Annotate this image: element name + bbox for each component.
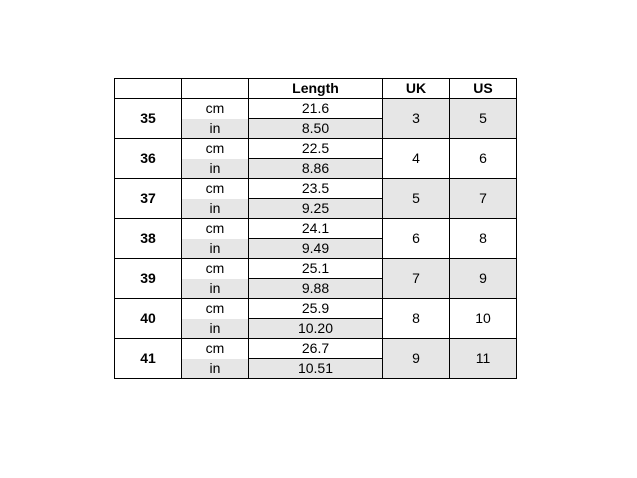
header-unit <box>181 78 249 99</box>
length-cm: 22.5 <box>248 138 383 159</box>
length-in: 10.51 <box>248 358 383 379</box>
unit-in: in <box>181 158 249 179</box>
table-row: 41 cm 26.7 9 11 <box>114 338 517 379</box>
header-size <box>114 78 182 99</box>
us-size: 7 <box>449 178 517 219</box>
us-size: 8 <box>449 218 517 259</box>
table-row: in 8.50 <box>115 118 517 139</box>
eu-size: 35 <box>114 98 182 139</box>
eu-size: 37 <box>114 178 182 219</box>
length-in: 9.25 <box>248 198 383 219</box>
eu-size: 41 <box>114 338 182 379</box>
table-row: 39 cm 25.1 7 9 <box>114 258 517 299</box>
eu-size: 40 <box>114 298 182 339</box>
unit-in: in <box>181 278 249 299</box>
us-size: 9 <box>449 258 517 299</box>
table-row: in 8.86 <box>115 158 517 179</box>
unit-in: in <box>181 358 249 379</box>
us-size: 10 <box>449 298 517 339</box>
unit-in: in <box>181 238 249 259</box>
us-size: 5 <box>449 98 517 139</box>
unit-cm: cm <box>181 338 249 359</box>
length-in: 8.50 <box>248 118 383 139</box>
header-uk: UK <box>382 78 450 99</box>
table-row: in 10.51 <box>115 358 517 379</box>
length-cm: 26.7 <box>248 338 383 359</box>
unit-cm: cm <box>181 98 249 119</box>
uk-size: 9 <box>382 338 450 379</box>
table-row: 37 cm 23.5 5 7 <box>114 178 517 219</box>
table-row: 38 cm 24.1 6 8 <box>114 218 517 259</box>
header-length: Length <box>248 78 383 99</box>
unit-cm: cm <box>181 178 249 199</box>
unit-cm: cm <box>181 138 249 159</box>
table-row: in 9.88 <box>115 278 517 299</box>
unit-in: in <box>181 118 249 139</box>
size-chart-table: Length UK US 35 cm 21.6 3 5 in 8.50 36 c… <box>114 78 517 379</box>
length-cm: 25.1 <box>248 258 383 279</box>
length-in: 8.86 <box>248 158 383 179</box>
uk-size: 4 <box>382 138 450 179</box>
us-size: 11 <box>449 338 517 379</box>
unit-cm: cm <box>181 298 249 319</box>
length-in: 9.88 <box>248 278 383 299</box>
table-row: in 10.20 <box>115 318 517 339</box>
unit-cm: cm <box>181 218 249 239</box>
table-row: in 9.25 <box>115 198 517 219</box>
eu-size: 39 <box>114 258 182 299</box>
header-row: Length UK US <box>114 78 517 99</box>
table-row: 36 cm 22.5 4 6 <box>114 138 517 179</box>
uk-size: 5 <box>382 178 450 219</box>
length-cm: 24.1 <box>248 218 383 239</box>
length-cm: 21.6 <box>248 98 383 119</box>
eu-size: 38 <box>114 218 182 259</box>
length-in: 9.49 <box>248 238 383 259</box>
length-in: 10.20 <box>248 318 383 339</box>
us-size: 6 <box>449 138 517 179</box>
length-cm: 23.5 <box>248 178 383 199</box>
header-us: US <box>449 78 517 99</box>
unit-in: in <box>181 318 249 339</box>
uk-size: 3 <box>382 98 450 139</box>
table-row: in 9.49 <box>115 238 517 259</box>
table-row: 40 cm 25.9 8 10 <box>114 298 517 339</box>
unit-cm: cm <box>181 258 249 279</box>
length-cm: 25.9 <box>248 298 383 319</box>
eu-size: 36 <box>114 138 182 179</box>
unit-in: in <box>181 198 249 219</box>
uk-size: 7 <box>382 258 450 299</box>
uk-size: 6 <box>382 218 450 259</box>
table-row: 35 cm 21.6 3 5 <box>114 98 517 139</box>
uk-size: 8 <box>382 298 450 339</box>
